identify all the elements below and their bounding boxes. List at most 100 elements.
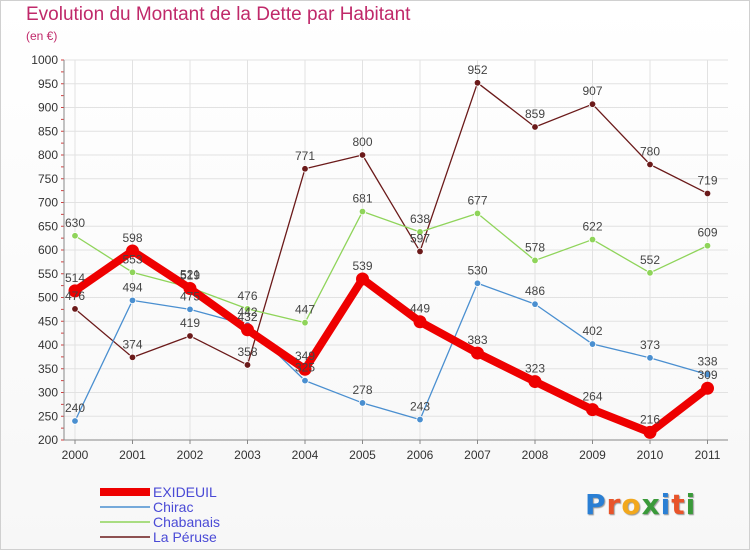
chart-subtitle: (en €) (26, 29, 58, 43)
axes: 200 250 300 350 400 450 500 550 600 650 700 750 800 8… (31, 53, 728, 462)
data-point (358, 207, 367, 216)
data-label: 598 (122, 231, 142, 245)
data-point (646, 269, 654, 277)
data-point (241, 323, 254, 337)
data-point (703, 242, 712, 250)
data-label: 243 (410, 400, 430, 414)
data-label: 494 (122, 280, 142, 294)
series-points (68, 79, 714, 439)
x-tick-label: 2000 (62, 448, 89, 462)
data-point (71, 417, 79, 425)
data-label: 514 (65, 271, 85, 285)
data-point (186, 305, 194, 314)
data-point (473, 209, 482, 218)
y-tick-label: 350 (38, 362, 58, 376)
data-point (416, 247, 424, 256)
data-label: 521 (180, 268, 200, 282)
x-tick-label: 2001 (119, 448, 146, 462)
data-label: 780 (640, 145, 660, 159)
data-point (471, 346, 484, 360)
data-label: 519 (180, 268, 200, 282)
data-point (531, 123, 539, 131)
data-point (531, 256, 539, 265)
data-point (646, 160, 654, 169)
data-point (588, 235, 597, 244)
data-label: 323 (525, 362, 545, 376)
data-label: 597 (410, 231, 430, 245)
data-label: 800 (352, 135, 372, 149)
y-tick-label: 800 (38, 148, 58, 162)
y-tick-label: 650 (38, 219, 58, 233)
y-tick-label: 200 (38, 433, 58, 447)
legend-label: Chabanais (153, 514, 220, 530)
logo-letter: P (585, 488, 607, 521)
y-tick-label: 250 (38, 409, 58, 423)
data-point (473, 79, 482, 87)
data-label: 638 (410, 212, 430, 226)
data-point (588, 100, 597, 108)
y-tick-label: 1000 (31, 53, 58, 67)
series-line-la-péruse (74, 82, 709, 366)
x-tick-label: 2011 (695, 448, 721, 462)
data-point (183, 281, 197, 295)
data-label: 859 (525, 107, 545, 121)
data-point (586, 403, 599, 417)
data-point (128, 353, 137, 362)
y-tick-label: 550 (38, 267, 58, 281)
data-label: 552 (640, 253, 660, 267)
data-point (243, 305, 252, 313)
x-tick-label: 2009 (579, 448, 606, 462)
data-point (413, 315, 427, 329)
y-tick-label: 950 (38, 77, 58, 91)
data-label: 476 (65, 289, 85, 303)
x-tick-label: 2008 (522, 448, 549, 462)
data-point (128, 296, 137, 305)
data-label: 240 (65, 401, 85, 415)
y-tick-label: 900 (38, 101, 58, 115)
series-lines (71, 82, 712, 437)
series-line-exideuil (71, 246, 712, 437)
data-label: 309 (697, 368, 717, 382)
data-point (71, 232, 79, 240)
y-tick-label: 400 (38, 338, 58, 352)
data-point (531, 300, 539, 308)
data-label: 630 (65, 216, 85, 230)
data-point (243, 361, 252, 369)
data-point (356, 272, 369, 286)
data-point (301, 376, 309, 385)
data-point (126, 244, 139, 258)
data-label: 681 (352, 192, 372, 206)
data-label: 476 (237, 289, 257, 303)
data-point (301, 318, 309, 327)
data-label: 216 (640, 412, 660, 426)
data-label: 325 (295, 361, 315, 375)
data-label: 952 (467, 63, 487, 77)
y-tick-label: 450 (38, 314, 58, 328)
data-label: 338 (697, 354, 717, 368)
data-label: 278 (352, 383, 372, 397)
grid-lines (64, 59, 728, 441)
y-tick-label: 600 (38, 243, 58, 257)
legend-label: EXIDEUIL (153, 484, 217, 500)
data-label: 609 (697, 226, 717, 240)
data-point (301, 165, 309, 173)
data-point (186, 332, 194, 340)
x-tick-label: 2005 (349, 448, 376, 462)
data-point (701, 381, 714, 395)
data-label: 553 (122, 252, 142, 266)
data-point (416, 415, 424, 424)
data-label: 374 (122, 337, 142, 351)
x-tick-label: 2002 (177, 448, 204, 462)
chart-title: Evolution du Montant de la Dette par Hab… (26, 4, 411, 25)
logo-letter: x (641, 488, 661, 521)
logo-letter: i (660, 488, 672, 521)
data-label: 486 (525, 284, 545, 298)
data-label: 447 (295, 303, 315, 317)
data-label: 539 (352, 259, 372, 273)
data-label: 907 (582, 84, 602, 98)
data-label: 264 (582, 390, 602, 404)
x-tick-label: 2006 (407, 448, 434, 462)
y-tick-label: 750 (38, 172, 58, 186)
